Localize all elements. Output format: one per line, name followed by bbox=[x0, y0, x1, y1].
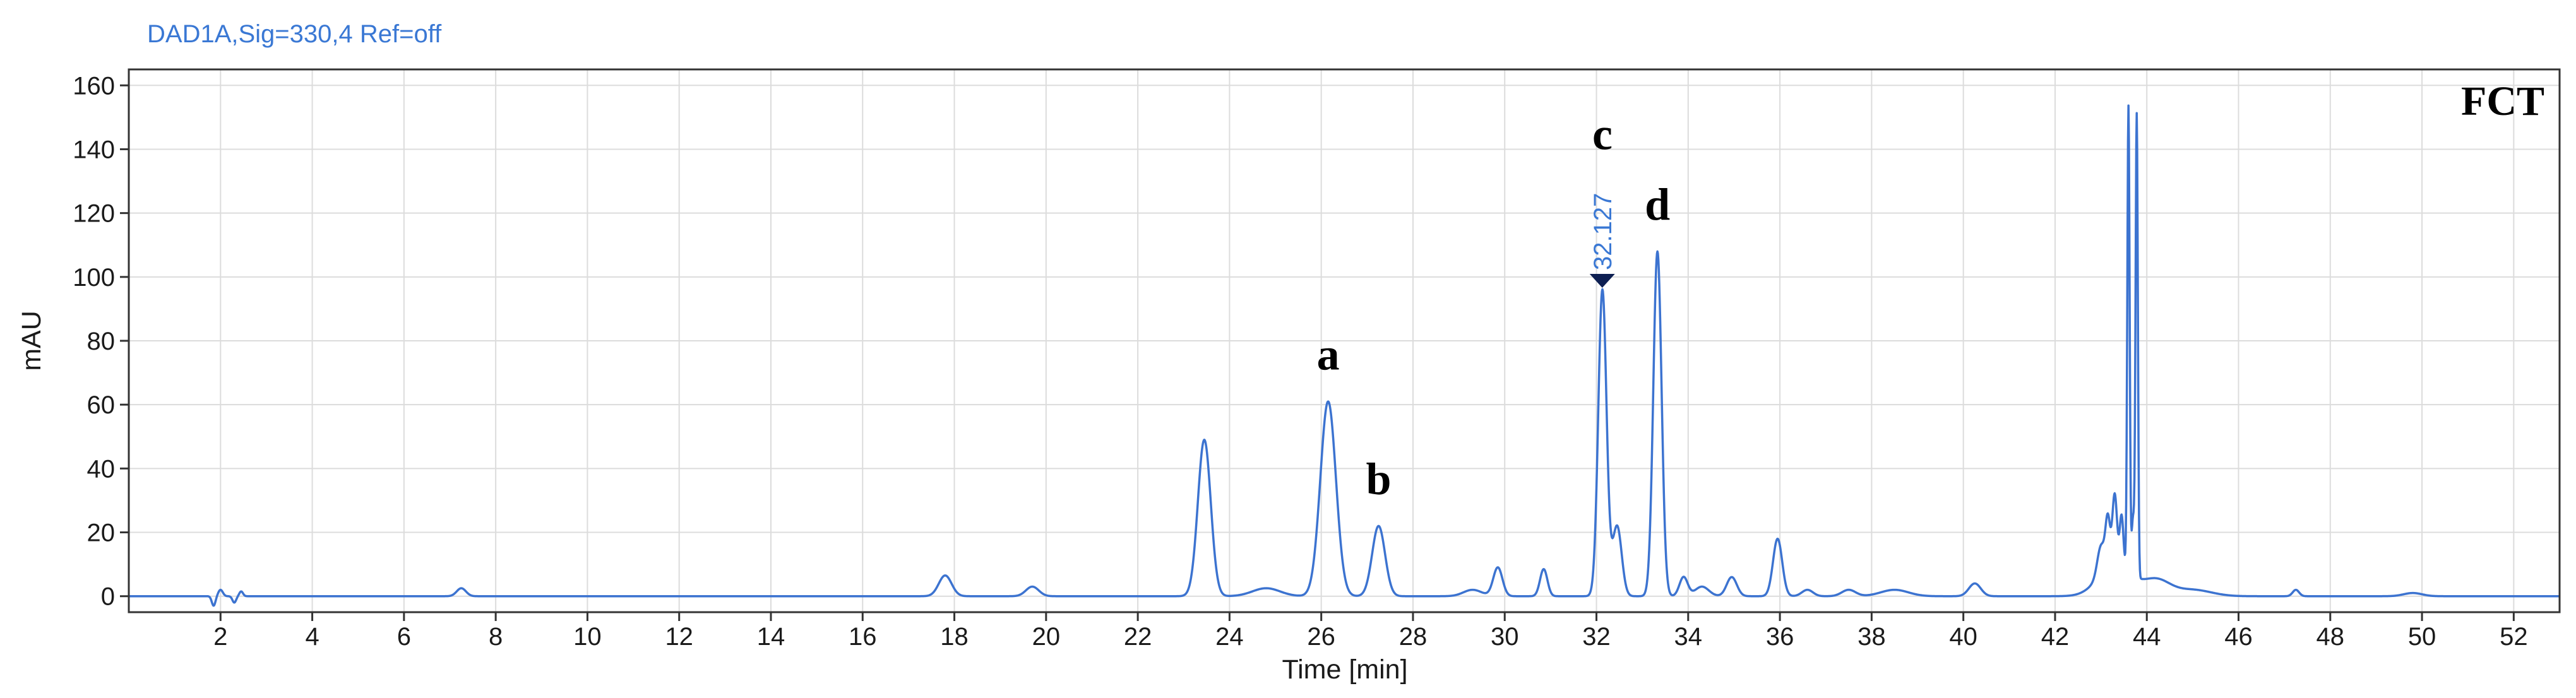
sample-tag: FCT bbox=[2461, 78, 2544, 124]
y-tick-label: 100 bbox=[73, 264, 115, 292]
y-tick-label: 80 bbox=[87, 328, 116, 355]
y-tick-label: 40 bbox=[87, 455, 116, 483]
y-tick-label: 120 bbox=[73, 200, 115, 228]
x-tick-label: 40 bbox=[1949, 623, 1977, 651]
x-tick-label: 14 bbox=[757, 623, 785, 651]
x-tick-label: 36 bbox=[1766, 623, 1794, 651]
x-tick-label: 24 bbox=[1215, 623, 1244, 651]
x-tick-label: 30 bbox=[1491, 623, 1519, 651]
x-tick-label: 32 bbox=[1582, 623, 1611, 651]
peak-label-a: a bbox=[1317, 329, 1340, 380]
trace-layer bbox=[128, 104, 2561, 607]
y-axis-title: mAU bbox=[16, 311, 47, 371]
peak-label-b: b bbox=[1366, 454, 1391, 504]
x-tick-label: 8 bbox=[489, 623, 503, 651]
y-tick-label: 140 bbox=[73, 136, 115, 163]
x-tick-label: 38 bbox=[1857, 623, 1886, 651]
y-tick-label: 20 bbox=[87, 519, 116, 547]
x-tick-label: 20 bbox=[1032, 623, 1061, 651]
x-axis-title: Time [min] bbox=[1282, 654, 1407, 685]
peak-label-d: d bbox=[1645, 179, 1670, 230]
x-tick-label: 6 bbox=[397, 623, 411, 651]
x-tick-label: 18 bbox=[940, 623, 969, 651]
y-tick-label: 60 bbox=[87, 391, 116, 419]
signal-title: DAD1A,Sig=330,4 Ref=off bbox=[147, 20, 442, 48]
y-tick-label: 0 bbox=[101, 583, 115, 611]
x-tick-label: 42 bbox=[2041, 623, 2070, 651]
signal-trace bbox=[128, 104, 2561, 607]
x-axis: 2 4 6 8 10 12 14 16 18 20 22 24 26 28 30 32 34 36 38 40 42 44… bbox=[213, 612, 2528, 651]
peak-marker bbox=[1589, 274, 1615, 288]
y-tick-label: 160 bbox=[73, 72, 115, 100]
x-tick-label: 26 bbox=[1307, 623, 1335, 651]
x-tick-label: 46 bbox=[2224, 623, 2253, 651]
x-tick-label: 16 bbox=[849, 623, 877, 651]
x-tick-label: 22 bbox=[1124, 623, 1152, 651]
x-tick-label: 10 bbox=[573, 623, 602, 651]
retention-time-label: 32.127 bbox=[1589, 193, 1617, 270]
x-tick-label: 12 bbox=[665, 623, 693, 651]
x-tick-label: 48 bbox=[2317, 623, 2345, 651]
y-axis: 0 20 40 60 80 100 120 140 160 bbox=[73, 72, 129, 611]
x-tick-label: 34 bbox=[1674, 623, 1703, 651]
x-tick-label: 4 bbox=[305, 623, 319, 651]
x-tick-label: 44 bbox=[2133, 623, 2161, 651]
grid bbox=[129, 69, 2560, 612]
annotation-layer: a b cd 32.127 bbox=[1317, 109, 1671, 504]
x-tick-label: 28 bbox=[1399, 623, 1428, 651]
x-tick-label: 52 bbox=[2500, 623, 2528, 651]
x-tick-label: 2 bbox=[213, 623, 227, 651]
peak-label-c: c bbox=[1592, 109, 1613, 159]
x-tick-label: 50 bbox=[2408, 623, 2436, 651]
